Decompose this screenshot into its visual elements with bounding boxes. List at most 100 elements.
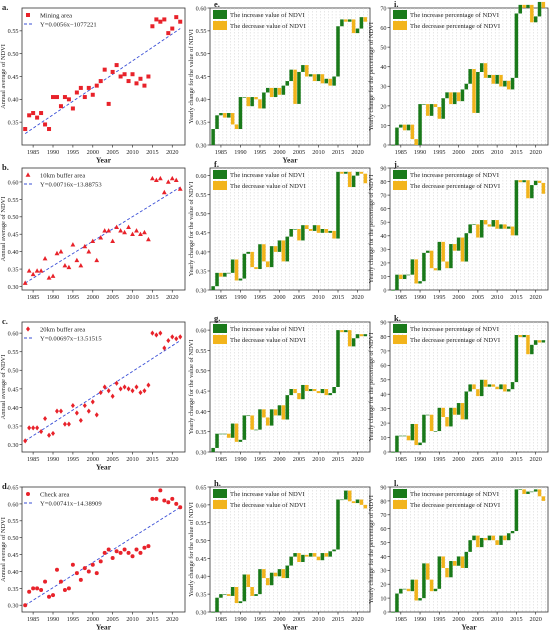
waterfall-bar xyxy=(301,384,305,400)
y-tick-label: 0 xyxy=(383,287,386,294)
data-point xyxy=(35,115,40,120)
y-tick-label: 0.60 xyxy=(8,179,19,186)
waterfall-bar xyxy=(297,553,301,562)
legend-marker xyxy=(26,326,30,332)
waterfall-bar xyxy=(285,81,290,86)
x-tick-label: 2010 xyxy=(312,616,324,623)
x-tick-label: 1990 xyxy=(234,294,246,301)
x-tick-label: 2015 xyxy=(332,149,344,156)
data-point xyxy=(31,425,36,431)
x-tick-label: 2000 xyxy=(273,294,285,301)
data-point xyxy=(118,74,123,79)
waterfall-bar xyxy=(336,26,340,77)
waterfall-bar xyxy=(328,551,332,557)
x-tick-label: 1985 xyxy=(215,616,227,623)
data-point xyxy=(26,268,32,273)
x-tick-label: 1990 xyxy=(234,149,246,156)
data-point xyxy=(114,380,119,386)
waterfall-bar xyxy=(479,220,484,238)
data-point xyxy=(70,562,75,567)
data-point xyxy=(86,408,91,414)
data-point xyxy=(54,250,60,256)
x-tick-label: 2000 xyxy=(87,294,99,301)
waterfall-bar xyxy=(258,244,262,270)
data-point xyxy=(122,547,127,552)
y-tick-label: 50 xyxy=(380,540,386,547)
waterfall-bar xyxy=(533,16,538,23)
x-tick-label: 1995 xyxy=(254,294,266,301)
data-point xyxy=(58,249,64,254)
y-axis-label: Yearly change for the percentage of NDVI xyxy=(368,495,375,604)
waterfall-bar xyxy=(410,124,415,140)
y-tick-label: 60 xyxy=(380,206,386,213)
x-tick-label: 2010 xyxy=(126,294,138,301)
waterfall-bar xyxy=(456,403,461,415)
data-point xyxy=(82,402,87,409)
waterfall-bar xyxy=(238,97,243,130)
x-tick-label: 2005 xyxy=(472,294,484,301)
waterfall-bar xyxy=(230,259,235,273)
waterfall-bar xyxy=(355,28,360,34)
waterfall-bar xyxy=(223,113,227,118)
waterfall-bar xyxy=(250,97,254,107)
data-point xyxy=(174,501,179,506)
legend-increase-swatch xyxy=(213,170,227,179)
data-point xyxy=(150,24,155,29)
waterfall-bar xyxy=(312,389,317,392)
x-tick-label: 2020 xyxy=(529,149,541,156)
waterfall-bar xyxy=(433,588,438,592)
x-tick-label: 2005 xyxy=(472,616,484,623)
waterfall-bar xyxy=(399,274,403,280)
legend-marker xyxy=(26,492,30,496)
x-tick-label: 2005 xyxy=(293,616,305,623)
waterfall-bar xyxy=(453,92,457,105)
x-tick-label: 2005 xyxy=(472,456,484,463)
legend-increase-swatch xyxy=(213,489,227,498)
legend-label: Y=0.00716x−13.88753 xyxy=(40,182,102,189)
waterfall-bar xyxy=(476,71,480,113)
data-point xyxy=(98,235,104,240)
x-tick-label: 1995 xyxy=(67,456,79,463)
x-tick-label: 1995 xyxy=(254,616,266,623)
waterfall-bar xyxy=(324,553,329,557)
waterfall-bar xyxy=(445,92,449,99)
waterfall-bar xyxy=(399,124,403,128)
data-point xyxy=(166,337,171,344)
waterfall-bar xyxy=(445,567,449,578)
waterfall-bar xyxy=(499,74,503,87)
waterfall-bar xyxy=(211,129,215,145)
data-point xyxy=(150,496,155,501)
waterfall-bar xyxy=(426,104,430,116)
waterfall-bar xyxy=(308,389,313,392)
waterfall-bar xyxy=(211,447,215,452)
waterfall-bar xyxy=(258,409,262,430)
data-point xyxy=(39,588,44,593)
y-tick-label: 20 xyxy=(380,260,386,267)
waterfall-bar xyxy=(347,171,352,188)
x-tick-label: 1995 xyxy=(433,616,445,623)
waterfall-bar xyxy=(518,335,522,338)
waterfall-bar xyxy=(359,17,364,29)
data-point xyxy=(146,544,151,549)
waterfall-bar xyxy=(234,259,239,281)
y-tick-label: 0.35 xyxy=(8,586,19,593)
waterfall-bar xyxy=(429,104,434,116)
waterfall-bar xyxy=(234,423,239,442)
waterfall-bar xyxy=(359,334,364,337)
legend-increase-swatch xyxy=(393,170,407,179)
waterfall-bar xyxy=(468,384,472,392)
y-tick-label: 0.55 xyxy=(196,520,207,527)
waterfall-bar xyxy=(522,489,526,494)
waterfall-bar xyxy=(332,549,336,552)
x-tick-label: 1990 xyxy=(414,456,426,463)
waterfall-bar xyxy=(491,535,496,541)
x-tick-label: 2010 xyxy=(491,616,503,623)
y-tick-label: 80 xyxy=(380,498,386,505)
data-point xyxy=(78,577,83,582)
y-tick-label: 0.30 xyxy=(196,287,207,294)
legend-label: The decrease value of NDVI xyxy=(230,23,306,30)
waterfall-bar xyxy=(391,452,395,453)
data-point xyxy=(114,549,119,554)
x-tick-label: 1995 xyxy=(433,294,445,301)
x-tick-label: 2010 xyxy=(491,456,503,463)
